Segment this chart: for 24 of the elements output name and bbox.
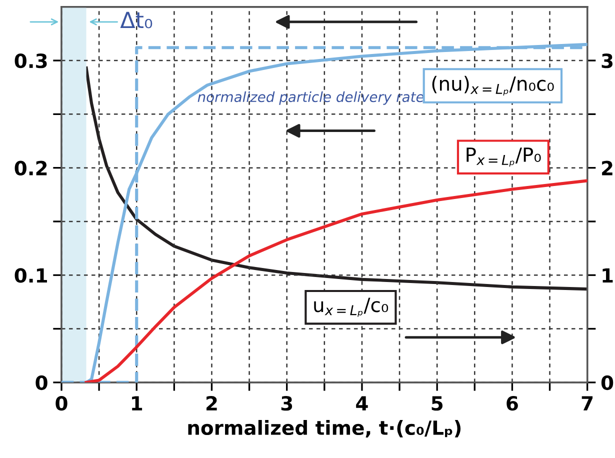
x-tick-label: 4: [356, 396, 368, 410]
x-tick-label: 7: [582, 396, 593, 410]
y-tick-label: 0: [36, 375, 48, 390]
x-tick-label: 1: [132, 396, 142, 410]
y-tick-label: 0.1: [14, 268, 47, 283]
x-tick-label: 3: [281, 396, 292, 411]
series-label: (nu)$_{x=Lₚ}$/n₀c₀: [432, 76, 554, 96]
series-label: P$_{x=Lₚ}$/P₀: [466, 148, 541, 167]
x-tick-label: 2: [206, 396, 217, 410]
x-tick-label: 0: [56, 396, 68, 411]
y2-tick-label: 0: [601, 375, 614, 390]
y2-tick-label: 3: [602, 53, 612, 68]
series-label: u$_{x=Lₚ}$/c₀: [314, 298, 388, 317]
y2-tick-label: 2: [602, 160, 612, 176]
annotation: normalized particle delivery rate: [198, 91, 424, 105]
x-axis-title: normalized time, t·(c₀/Lₚ): [188, 420, 461, 438]
y-tick-label: 0.3: [14, 53, 47, 68]
x-tick-label: 5: [432, 396, 442, 411]
band-label: Δt₀: [120, 12, 152, 28]
line-series: [84, 179, 588, 382]
y-tick-label: 0.2: [14, 160, 47, 176]
line-series: [84, 66, 588, 291]
x-tick-label: 6: [506, 396, 518, 411]
y2-tick-label: 1: [602, 268, 613, 283]
